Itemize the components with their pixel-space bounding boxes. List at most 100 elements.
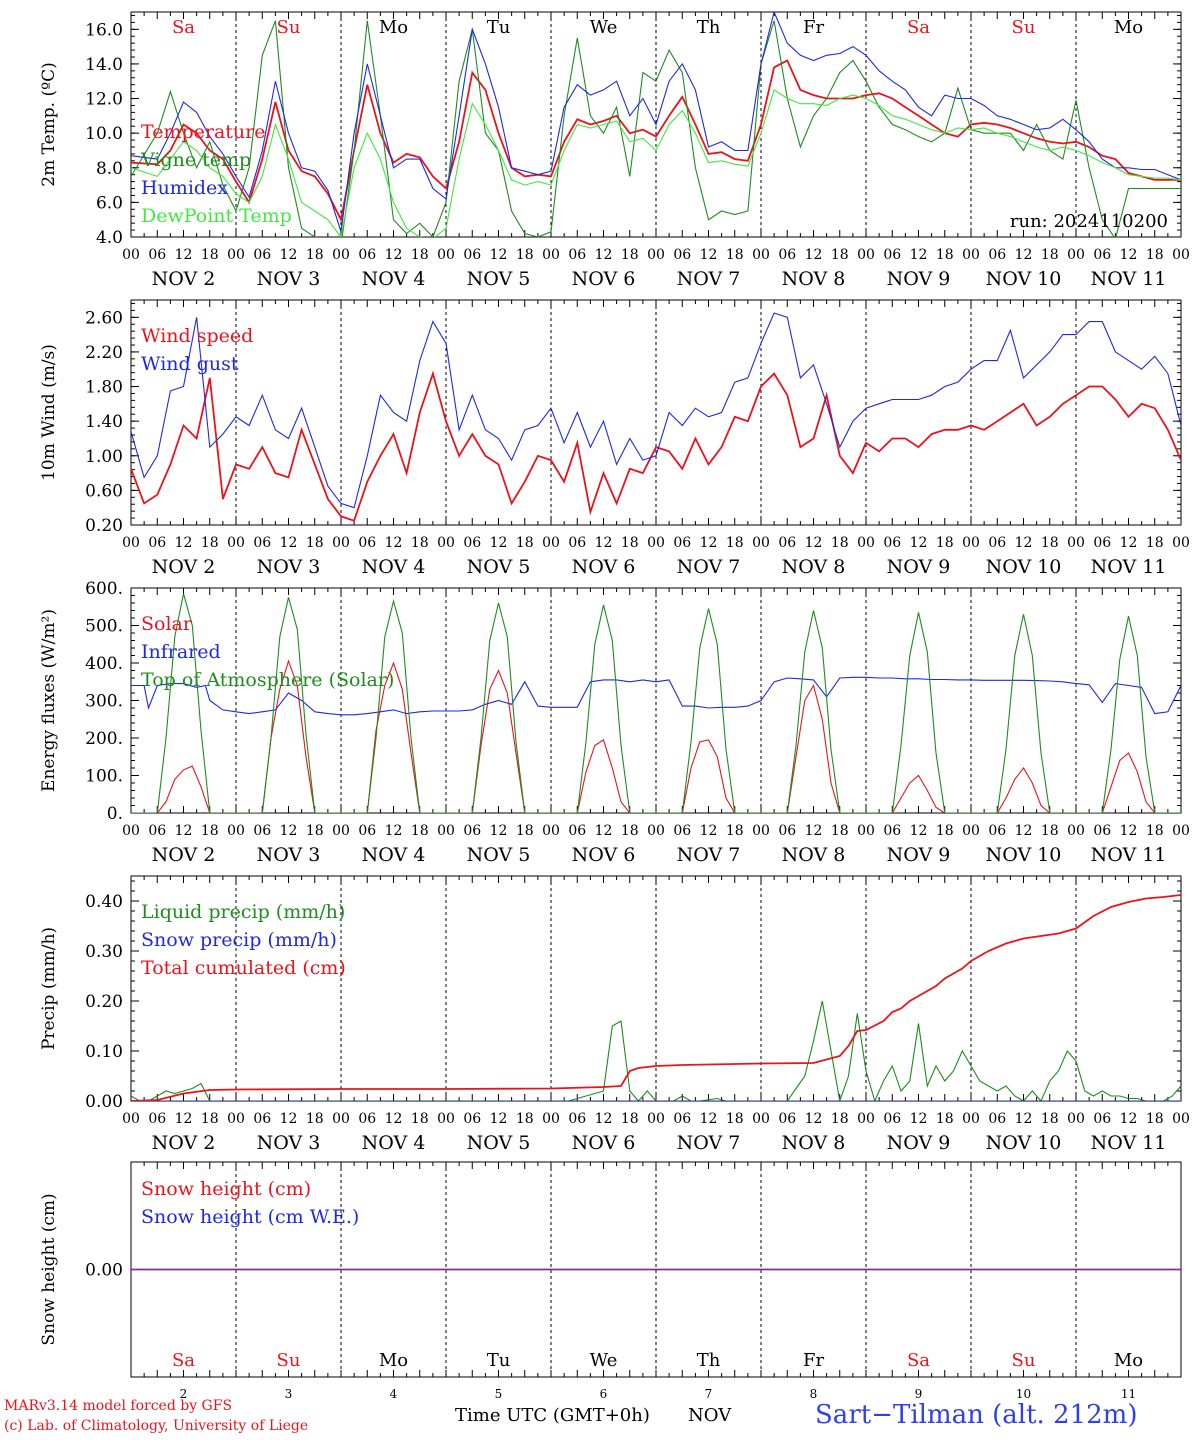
hour-tick-label: 00 <box>122 535 140 551</box>
hour-tick-label: 06 <box>778 1111 796 1127</box>
hour-tick-label: 12 <box>595 247 613 263</box>
y-tick-label: 0.30 <box>85 942 123 962</box>
hour-tick-label: 18 <box>306 1111 324 1127</box>
hour-tick-label: 12 <box>1015 535 1033 551</box>
y-tick-label: 2.60 <box>85 308 123 328</box>
hour-tick-label: 06 <box>883 247 901 263</box>
legend-entry: Infrared <box>141 641 221 663</box>
hour-tick-label: 12 <box>910 1111 928 1127</box>
series-line-total-cumulated-cm- <box>131 894 1181 1101</box>
y-tick-label: 200. <box>85 729 123 749</box>
hour-tick-label: 12 <box>280 535 298 551</box>
hour-tick-label: 06 <box>1093 247 1111 263</box>
hour-tick-label: 18 <box>726 535 744 551</box>
legend-entry: DewPoint Temp <box>141 205 292 227</box>
date-label: NOV 6 <box>572 556 636 578</box>
day-number-label: 8 <box>810 1387 818 1401</box>
legend-entry: Snow height (cm) <box>141 1178 311 1200</box>
legend-entry: Wind speed <box>141 325 253 347</box>
y-axis-label: Energy fluxes (W/m²) <box>39 609 59 792</box>
legend-entry: Total cumulated (cm) <box>141 957 346 979</box>
hour-tick-label: 00 <box>962 1111 980 1127</box>
y-tick-label: 6.0 <box>96 193 123 213</box>
y-tick-label: 0.20 <box>85 992 123 1012</box>
date-label: NOV 8 <box>782 556 846 578</box>
day-number-label: 6 <box>600 1387 608 1401</box>
weekday-label-top: Mo <box>1114 17 1143 38</box>
series-line-infrared <box>131 676 1181 716</box>
time-axis-label: Time UTC (GMT+0h) <box>455 1405 650 1426</box>
weekday-label-top: Th <box>697 17 721 38</box>
y-tick-label: 12.0 <box>85 90 123 110</box>
hour-tick-label: 18 <box>1146 823 1164 839</box>
hour-tick-label: 18 <box>831 823 849 839</box>
y-tick-label: 1.40 <box>85 412 123 432</box>
hour-tick-label: 12 <box>175 1111 193 1127</box>
model-credit: MARv3.14 model forced by GFS <box>4 1398 233 1414</box>
date-label: NOV 10 <box>986 1132 1062 1154</box>
date-label: NOV 5 <box>467 268 531 290</box>
date-label: NOV 2 <box>152 268 216 290</box>
date-label: NOV 9 <box>887 844 951 866</box>
hour-tick-label: 06 <box>358 1111 376 1127</box>
y-tick-label: 0.00 <box>85 1261 123 1281</box>
day-number-label: 5 <box>495 1387 503 1401</box>
series-line-humidex <box>131 12 1181 232</box>
weekday-label-bottom: Su <box>1012 1350 1036 1371</box>
series-line-liquid-precip-mm-h- <box>131 1000 1181 1101</box>
hour-tick-label: 18 <box>411 823 429 839</box>
hour-tick-label: 00 <box>332 1111 350 1127</box>
date-label: NOV 2 <box>152 556 216 578</box>
hour-tick-label: 06 <box>148 823 166 839</box>
hour-tick-label: 12 <box>490 535 508 551</box>
hour-tick-label: 18 <box>201 823 219 839</box>
y-tick-label: 0.20 <box>85 516 123 536</box>
date-label: NOV 6 <box>572 1132 636 1154</box>
date-label: NOV 8 <box>782 268 846 290</box>
hour-tick-label: 00 <box>647 823 665 839</box>
hour-tick-label: 18 <box>831 247 849 263</box>
hour-tick-label: 00 <box>332 247 350 263</box>
hour-tick-label: 12 <box>1015 1111 1033 1127</box>
hour-tick-label: 12 <box>385 1111 403 1127</box>
weekday-label-bottom: Su <box>277 1350 301 1371</box>
hour-tick-label: 06 <box>568 1111 586 1127</box>
hour-tick-label: 12 <box>910 535 928 551</box>
date-label: NOV 4 <box>362 844 426 866</box>
hour-tick-label: 06 <box>253 247 271 263</box>
hour-tick-label: 12 <box>595 535 613 551</box>
hour-tick-label: 06 <box>253 1111 271 1127</box>
hour-tick-label: 06 <box>883 1111 901 1127</box>
hour-tick-label: 18 <box>726 823 744 839</box>
hour-tick-label: 06 <box>358 535 376 551</box>
hour-tick-label: 12 <box>1120 535 1138 551</box>
date-label: NOV 3 <box>257 844 321 866</box>
weekday-label-top: Su <box>1012 17 1036 38</box>
hour-tick-label: 06 <box>1093 1111 1111 1127</box>
hour-tick-label: 12 <box>280 823 298 839</box>
legend-entry: Top of Atmosphere (Solar) <box>141 669 394 691</box>
hour-tick-label: 12 <box>700 1111 718 1127</box>
hour-tick-label: 12 <box>175 823 193 839</box>
hour-tick-label: 00 <box>542 823 560 839</box>
hour-tick-label: 06 <box>358 247 376 263</box>
hour-tick-label: 00 <box>122 823 140 839</box>
date-label: NOV 10 <box>986 844 1062 866</box>
y-tick-label: 0. <box>107 804 123 824</box>
hour-tick-label: 00 <box>1172 247 1190 263</box>
hour-tick-label: 18 <box>411 247 429 263</box>
hour-tick-label: 12 <box>1015 247 1033 263</box>
y-tick-label: 2.20 <box>85 343 123 363</box>
y-tick-label: 600. <box>85 579 123 599</box>
hour-tick-label: 12 <box>700 247 718 263</box>
y-tick-label: 4.0 <box>96 228 123 248</box>
hour-tick-label: 12 <box>805 535 823 551</box>
y-tick-label: 8.0 <box>96 159 123 179</box>
hour-tick-label: 00 <box>437 823 455 839</box>
hour-tick-label: 00 <box>437 1111 455 1127</box>
weekday-label-top: Sa <box>907 17 930 38</box>
legend-entry: Snow height (cm W.E.) <box>141 1206 359 1228</box>
date-label: NOV 2 <box>152 844 216 866</box>
hour-tick-label: 12 <box>700 535 718 551</box>
hour-tick-label: 12 <box>385 535 403 551</box>
